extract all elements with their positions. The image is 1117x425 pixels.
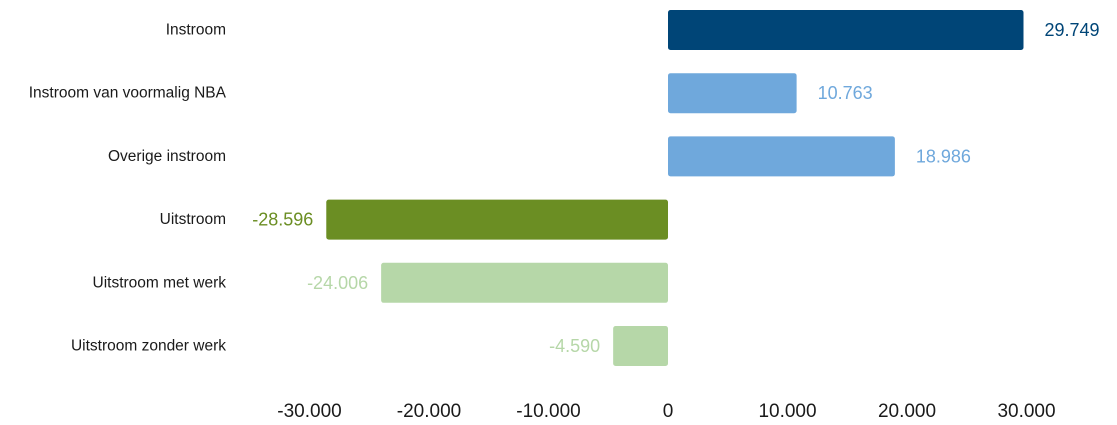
bar bbox=[668, 73, 797, 114]
bar bbox=[668, 136, 895, 177]
category-label: Uitstroom zonder werk bbox=[71, 338, 226, 355]
data-label: 10.763 bbox=[818, 83, 873, 103]
bar bbox=[326, 199, 668, 240]
category-label: Overige instroom bbox=[108, 148, 226, 165]
bar bbox=[381, 262, 668, 303]
bar bbox=[668, 10, 1024, 50]
data-label: -4.590 bbox=[549, 336, 600, 356]
category-label: Instroom bbox=[166, 22, 226, 39]
bar bbox=[613, 326, 668, 366]
x-tick-label: -20.000 bbox=[397, 401, 461, 420]
data-label: 18.986 bbox=[916, 146, 971, 166]
data-label: 29.749 bbox=[1045, 20, 1100, 40]
category-label: Uitstroom bbox=[160, 211, 226, 228]
x-tick-label: -30.000 bbox=[277, 401, 341, 420]
data-label: -28.596 bbox=[252, 210, 313, 230]
category-label: Uitstroom met werk bbox=[93, 274, 227, 291]
x-tick-label: -10.000 bbox=[516, 401, 580, 420]
category-label: Instroom van voormalig NBA bbox=[29, 85, 227, 102]
x-tick-label: 10.000 bbox=[758, 401, 816, 420]
x-tick-label: 0 bbox=[663, 401, 674, 420]
x-tick-label: 20.000 bbox=[878, 401, 936, 420]
data-label: -24.006 bbox=[307, 273, 368, 293]
x-tick-label: 30.000 bbox=[997, 401, 1055, 420]
